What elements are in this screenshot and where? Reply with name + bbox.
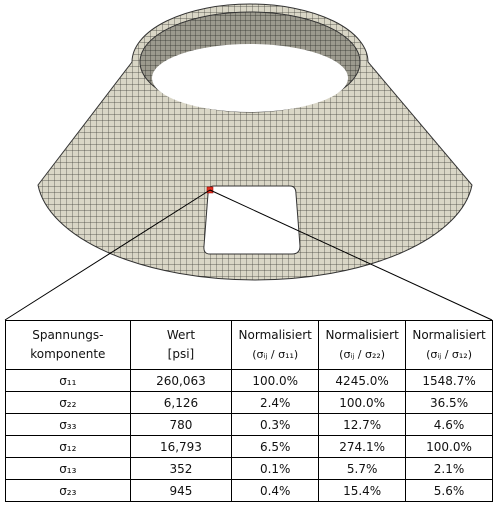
- table-row: σ₁₂ 16,793 6.5% 274.1% 100.0%: [5, 435, 493, 458]
- header-line: komponente: [30, 347, 106, 361]
- table-cell: σ₂₃: [5, 479, 131, 502]
- header-cell: Normalisiert (σᵢⱼ / σ₁₁): [231, 320, 320, 370]
- table-row: σ₃₃ 780 0.3% 12.7% 4.6%: [5, 413, 493, 436]
- table-cell: 5.7%: [318, 457, 407, 480]
- table-body: σ₁₁ 260,063 100.0% 4245.0% 1548.7% σ₂₂ 6,126 2.…: [5, 369, 493, 502]
- header-line: (σᵢⱼ / σ₁₂): [426, 348, 472, 361]
- header-cell: Normalisiert (σᵢⱼ / σ₁₂): [405, 320, 493, 370]
- header-line: Wert: [166, 328, 196, 342]
- header-line: Normalisiert: [412, 328, 486, 342]
- table-cell: 4245.0%: [318, 369, 407, 392]
- header-cell: Spannungs-komponente: [5, 320, 131, 370]
- header-cell: Wert [psi]: [129, 320, 233, 370]
- table-cell: 36.5%: [405, 391, 493, 414]
- table-cell: 945: [129, 479, 233, 502]
- table-cell: σ₁₂: [5, 435, 131, 458]
- table-cell: 4.6%: [405, 413, 493, 436]
- table-cell: σ₁₁: [5, 369, 131, 392]
- stress-table: Spannungs-komponente Wert [psi] Normalisier…: [5, 320, 493, 502]
- leader-line: [4, 189, 211, 321]
- table-cell: 274.1%: [318, 435, 407, 458]
- table-cell: 15.4%: [318, 479, 407, 502]
- leader-line: [209, 189, 493, 321]
- table-row: σ₁₁ 260,063 100.0% 4245.0% 1548.7%: [5, 369, 493, 392]
- table-cell: 12.7%: [318, 413, 407, 436]
- table-cell: 100.0%: [318, 391, 407, 414]
- table-cell: 260,063: [129, 369, 233, 392]
- table-cell: 16,793: [129, 435, 233, 458]
- table-cell: 352: [129, 457, 233, 480]
- table-cell: 6,126: [129, 391, 233, 414]
- table-cell: 100.0%: [231, 369, 320, 392]
- table-cell: 0.3%: [231, 413, 320, 436]
- table-cell: σ₃₃: [5, 413, 131, 436]
- table-cell: 5.6%: [405, 479, 493, 502]
- table-row: σ₂₂ 6,126 2.4% 100.0% 36.5%: [5, 391, 493, 414]
- header-line: (σᵢⱼ / σ₂₂): [339, 348, 386, 361]
- table-row: σ₂₃ 945 0.4% 15.4% 5.6%: [5, 479, 493, 502]
- table-cell: 2.4%: [231, 391, 320, 414]
- header-line: Normalisiert: [238, 328, 312, 342]
- cone-opening: [152, 44, 348, 112]
- header-row: Spannungs-komponente Wert [psi] Normalisier…: [5, 320, 493, 370]
- header-line: Normalisiert: [325, 328, 399, 342]
- header-line: Spannungs-: [32, 328, 104, 342]
- table-row: σ₁₃ 352 0.1% 5.7% 2.1%: [5, 457, 493, 480]
- table-cell: 6.5%: [231, 435, 320, 458]
- table-cell: 0.4%: [231, 479, 320, 502]
- table-cell: 100.0%: [405, 435, 493, 458]
- table-cell: 0.1%: [231, 457, 320, 480]
- header-cell: Normalisiert (σᵢⱼ / σ₂₂): [318, 320, 407, 370]
- table-cell: σ₁₃: [5, 457, 131, 480]
- table-cell: 2.1%: [405, 457, 493, 480]
- table-cell: 1548.7%: [405, 369, 493, 392]
- table-cell: 780: [129, 413, 233, 436]
- table-cell: σ₂₂: [5, 391, 131, 414]
- header-line: [psi]: [167, 347, 195, 361]
- cutout: [203, 185, 301, 255]
- header-line: (σᵢⱼ / σ₁₁): [252, 348, 299, 361]
- cone-figure: [4, 3, 493, 321]
